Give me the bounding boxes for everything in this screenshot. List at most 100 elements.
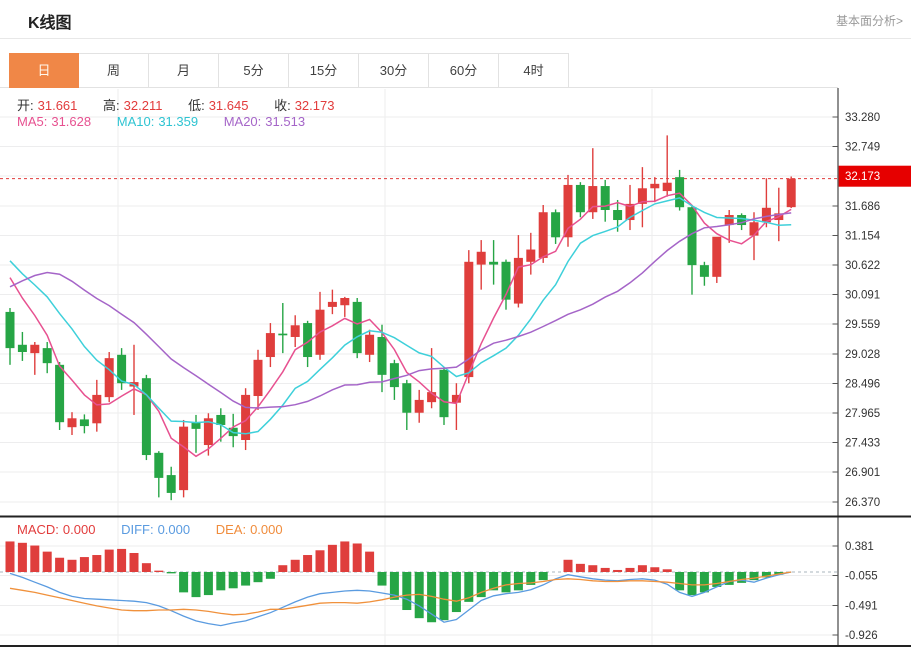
ma5-label: MA5: <box>17 114 48 129</box>
tab-15min[interactable]: 15分 <box>289 53 359 88</box>
macd-histogram-bar <box>650 567 660 572</box>
macd-axis-label: 0.381 <box>845 541 874 553</box>
tab-month[interactable]: 月 <box>149 53 219 88</box>
candle-body <box>563 184 573 238</box>
close-label: 收: <box>274 98 291 113</box>
macd-histogram-bar <box>17 542 27 572</box>
candle-body <box>575 184 585 213</box>
candle-body <box>737 215 747 226</box>
ma5-line <box>9 192 792 458</box>
candle-body <box>724 215 734 226</box>
candle-body <box>79 419 89 427</box>
diff-value: 0.000 <box>157 522 191 537</box>
macd-histogram-bar <box>241 572 251 586</box>
candle-body <box>17 344 27 353</box>
tab-30min[interactable]: 30分 <box>359 53 429 88</box>
candle-body <box>414 399 424 413</box>
macd-histogram-bar <box>340 541 350 572</box>
candle-body <box>303 323 313 358</box>
macd-histogram-bar <box>92 555 102 572</box>
candle-body <box>600 186 610 211</box>
macd-histogram-bar <box>637 565 647 572</box>
candle-body <box>166 475 176 493</box>
candle-body <box>439 369 449 418</box>
macd-histogram-bar <box>439 572 449 621</box>
tab-week[interactable]: 周 <box>79 53 149 88</box>
candle-body <box>203 418 213 446</box>
candle-body <box>154 452 164 478</box>
header-divider <box>0 38 911 39</box>
macd-histogram-bar <box>141 563 151 572</box>
candle-body <box>625 203 635 221</box>
y-axis-label: 31.154 <box>845 230 881 242</box>
y-axis-label: 33.280 <box>845 112 880 124</box>
y-axis-label: 26.370 <box>845 497 880 509</box>
candle-body <box>241 394 251 441</box>
macd-histogram-bar <box>501 572 511 593</box>
dea-value: 0.000 <box>250 522 283 537</box>
candle-body <box>327 301 337 307</box>
macd-histogram-bar <box>427 572 437 623</box>
y-axis-label: 30.622 <box>845 260 880 272</box>
tab-5min[interactable]: 5分 <box>219 53 289 88</box>
candle-body <box>451 394 461 403</box>
candle-body <box>749 222 759 236</box>
candle-body <box>476 251 486 265</box>
macd-histogram-bar <box>464 572 474 602</box>
candle-body <box>30 344 40 354</box>
tab-4hour[interactable]: 4时 <box>499 53 569 88</box>
macd-histogram-bar <box>203 572 213 596</box>
candle-body <box>365 334 375 355</box>
macd-histogram-bar <box>265 572 275 579</box>
candle-body <box>675 177 685 208</box>
fundamental-analysis-link[interactable]: 基本面分析> <box>835 14 903 28</box>
candle-body <box>464 261 474 378</box>
y-axis-label: 32.749 <box>845 142 880 154</box>
macd-histogram-bar <box>687 572 697 596</box>
macd-histogram-bar <box>365 551 375 572</box>
macd-histogram-bar <box>451 572 461 613</box>
macd-axis-label: -0.055 <box>845 571 878 583</box>
candle-body <box>290 325 300 337</box>
macd-histogram-bar <box>228 572 238 589</box>
candle-body <box>5 311 15 349</box>
open-label: 开: <box>17 98 34 113</box>
tab-60min[interactable]: 60分 <box>429 53 499 88</box>
ma20-line <box>9 212 792 409</box>
macd-histogram-bar <box>563 559 573 572</box>
macd-histogram-bar <box>675 572 685 591</box>
low-label: 低: <box>188 98 205 113</box>
candle-body <box>761 207 771 223</box>
period-tabbar: 日 周 月 5分 15分 30分 60分 4时 <box>0 53 838 88</box>
macd-histogram-bar <box>489 572 499 591</box>
macd-histogram-bar <box>749 572 759 581</box>
diff-label: DIFF: <box>121 522 154 537</box>
y-axis-label: 31.686 <box>845 201 880 213</box>
tab-day[interactable]: 日 <box>9 53 79 88</box>
macd-histogram-bar <box>352 543 362 572</box>
macd-histogram-bar <box>55 557 65 572</box>
y-axis-label: 27.965 <box>845 408 880 420</box>
macd-histogram-bar <box>402 572 412 611</box>
candle-body <box>216 414 226 425</box>
dea-line <box>9 571 792 616</box>
high-label: 高: <box>103 98 120 113</box>
candle-body <box>389 363 399 388</box>
candle-body <box>613 210 623 221</box>
candle-body <box>687 207 697 266</box>
candle-body <box>526 249 536 262</box>
kline-chart-canvas[interactable]: 33.280 32.749 32.173 31.686 31.154 30.622 30.0… <box>0 88 911 648</box>
macd-histogram-bar <box>414 572 424 619</box>
macd-histogram-bar <box>625 567 635 572</box>
candle-body <box>278 333 288 336</box>
candle-body <box>141 378 151 456</box>
candle-body <box>265 333 275 358</box>
diff-line <box>9 571 792 627</box>
macd-axis-label: -0.491 <box>845 600 878 612</box>
y-axis-label: 26.901 <box>845 467 880 479</box>
candle-body <box>42 348 52 364</box>
macd-histogram-bar <box>389 572 399 600</box>
macd-histogram-bar <box>588 565 598 572</box>
macd-histogram-bar <box>712 572 722 587</box>
page-title: K线图 <box>28 15 72 32</box>
